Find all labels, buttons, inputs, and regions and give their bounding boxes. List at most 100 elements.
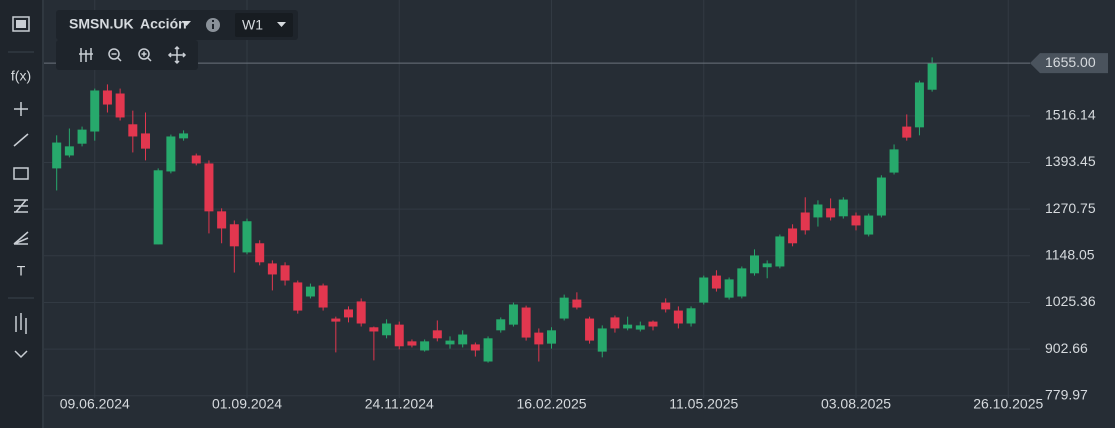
- candle-body: [496, 319, 506, 331]
- candle-body: [547, 330, 556, 344]
- zoom-out-button[interactable]: [108, 48, 120, 60]
- candle-body: [711, 275, 721, 289]
- left-toolbar: f(x) T: [0, 0, 44, 428]
- candle-body: [483, 338, 493, 362]
- zoom-in-button[interactable]: [138, 48, 150, 60]
- candle-body: [889, 149, 899, 173]
- rectangle-button[interactable]: [13, 167, 29, 180]
- candle: [673, 306, 683, 329]
- candle-body: [90, 90, 100, 132]
- symbol-panel: SMSN.UK Acción W1: [56, 10, 298, 70]
- candle-body: [673, 310, 683, 324]
- symbol[interactable]: SMSN.UK: [69, 16, 134, 32]
- trendline-button[interactable]: [13, 133, 29, 147]
- candle-body: [813, 204, 823, 218]
- candle-body: [597, 328, 607, 352]
- candle-body: [267, 263, 277, 275]
- candle: [813, 200, 823, 227]
- candle-body: [826, 208, 836, 218]
- candle-body: [420, 341, 430, 351]
- chart-type-button[interactable]: [12, 16, 30, 32]
- candle: [686, 306, 696, 327]
- candle: [344, 306, 353, 323]
- x-tick-label: 26.10.2025: [973, 396, 1043, 412]
- candle: [711, 270, 721, 292]
- candle-body: [686, 308, 696, 324]
- x-tick-label: 24.11.2024: [365, 396, 434, 412]
- timeframe: W1: [242, 17, 263, 33]
- candle-body: [521, 307, 531, 338]
- candle-body: [737, 268, 747, 297]
- candle: [724, 277, 734, 300]
- candle-settings-button[interactable]: [79, 48, 93, 62]
- candle: [369, 326, 379, 361]
- candle: [394, 321, 404, 350]
- candle: [699, 275, 709, 305]
- asset-type: Acción: [140, 16, 187, 32]
- candle-body: [914, 82, 924, 128]
- candle: [204, 160, 214, 234]
- candle: [788, 224, 798, 247]
- candle: [420, 339, 430, 352]
- timeframe-select[interactable]: [235, 13, 293, 37]
- indicators-button[interactable]: f(x): [11, 68, 31, 84]
- candle: [331, 316, 341, 353]
- x-tick-label: 03.08.2025: [821, 396, 891, 412]
- candle: [889, 144, 899, 175]
- candle: [255, 240, 265, 266]
- pan-button[interactable]: [167, 45, 187, 65]
- candle-body: [648, 321, 658, 327]
- symbol-dropdown[interactable]: [182, 21, 191, 26]
- candle: [470, 342, 480, 357]
- x-tick-label: 09.06.2024: [60, 396, 130, 412]
- candle-body: [356, 301, 366, 324]
- candle-body: [204, 163, 214, 212]
- expand-button[interactable]: [14, 350, 28, 359]
- candle: [496, 317, 506, 333]
- candle: [572, 292, 582, 310]
- fan-button[interactable]: [13, 231, 29, 245]
- candle: [115, 88, 125, 121]
- candle: [141, 112, 150, 161]
- candle: [77, 126, 87, 147]
- candle: [432, 320, 442, 342]
- x-tick-label: 11.05.2025: [669, 396, 738, 412]
- candle: [179, 130, 189, 141]
- candle: [356, 298, 366, 327]
- indicator-list-button[interactable]: [15, 313, 27, 334]
- last-price-tag: [1030, 53, 1108, 74]
- candle: [102, 84, 112, 113]
- candle: [90, 88, 100, 141]
- candle: [762, 260, 772, 279]
- zoom-out-glyph: [111, 53, 122, 62]
- candle-body: [305, 286, 315, 297]
- candle-body: [902, 126, 912, 138]
- candle: [407, 339, 417, 348]
- candle-body: [217, 211, 227, 229]
- candle-body: [394, 324, 404, 347]
- candle-body: [445, 340, 455, 345]
- crosshair-button[interactable]: [14, 102, 28, 116]
- fibonacci-button[interactable]: [14, 199, 28, 213]
- y-tick-label: 902.66: [1045, 340, 1088, 356]
- candle-body: [382, 323, 392, 336]
- info-glyph: [212, 20, 214, 22]
- candle-body: [344, 309, 353, 318]
- toolbar-bg: [0, 0, 42, 428]
- candle: [508, 302, 518, 327]
- candle-body: [407, 341, 417, 346]
- x-tick-label: 01.09.2024: [212, 396, 282, 412]
- candle: [153, 168, 163, 245]
- candle: [445, 336, 455, 349]
- candle: [458, 330, 468, 348]
- candle: [305, 283, 315, 299]
- candle-body: [369, 327, 379, 332]
- candle: [229, 220, 239, 273]
- candle: [191, 153, 201, 166]
- candle-body: [179, 133, 189, 139]
- candle: [914, 80, 924, 136]
- candle-body: [331, 318, 341, 322]
- candle-body: [77, 129, 87, 144]
- text-tool-button[interactable]: T: [17, 263, 26, 279]
